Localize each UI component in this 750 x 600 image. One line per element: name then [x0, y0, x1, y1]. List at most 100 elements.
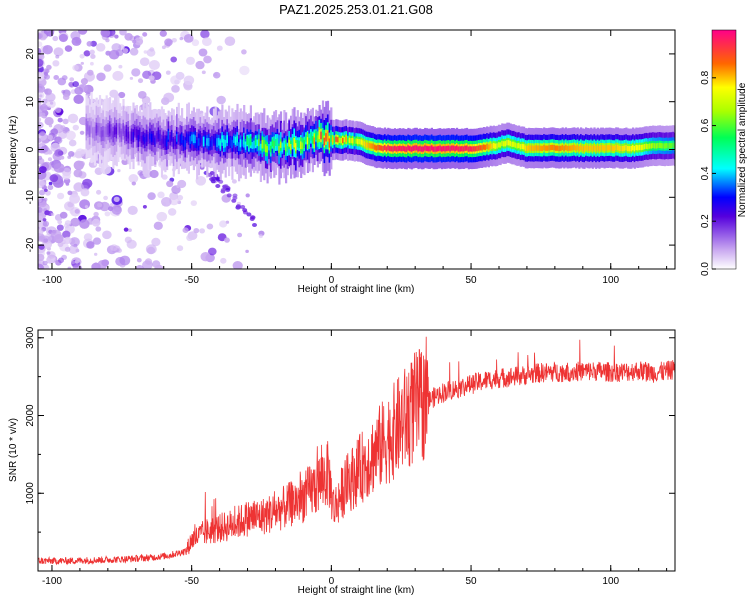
ridge-cell — [456, 145, 459, 151]
ridge-cell — [209, 140, 212, 147]
ridge-cell — [321, 132, 325, 140]
ridge-cell — [318, 129, 321, 139]
noise-blob — [118, 64, 123, 69]
ridge-cell — [518, 142, 521, 149]
ridge-cell — [110, 128, 113, 136]
ridge-cell — [496, 143, 499, 149]
streak-blob — [252, 223, 257, 227]
noise-blob — [224, 237, 230, 243]
ridge-cell — [390, 146, 393, 152]
streak-blob — [242, 208, 248, 213]
noise-blob — [176, 184, 180, 188]
noise-blob — [67, 266, 72, 269]
ridge-cell — [404, 146, 407, 152]
ridge-cell — [658, 142, 661, 148]
ridge-cell — [620, 145, 623, 152]
ridge-cell — [202, 137, 205, 147]
ridge-cell — [578, 146, 581, 152]
noise-blob — [68, 139, 77, 147]
ridge-cell — [662, 143, 665, 149]
noise-blob — [102, 230, 112, 240]
ridge-cell — [434, 146, 437, 152]
ridge-cell — [611, 145, 615, 151]
ridge-cell — [145, 134, 148, 142]
ridge-cell — [281, 143, 284, 153]
noise-blob — [90, 54, 96, 59]
ridge-cell — [303, 139, 306, 148]
ridge-cell — [229, 137, 232, 147]
noise-blob — [57, 192, 65, 200]
ridge-cell — [189, 136, 192, 144]
ridge-cell — [352, 138, 355, 144]
noise-blob — [206, 223, 214, 230]
ridge-cell — [249, 136, 252, 146]
ridge-cell — [105, 126, 108, 135]
ridge-cell — [566, 145, 569, 152]
x-tick-label: 100 — [602, 275, 619, 286]
colorbar-tick-label: 0.8 — [700, 70, 711, 84]
ridge-cell — [516, 143, 519, 149]
noise-blob — [156, 211, 168, 222]
ridge-cell — [199, 134, 202, 143]
streak-blob — [250, 215, 256, 220]
noise-blob — [52, 60, 60, 67]
noise-blob — [53, 75, 59, 80]
ridge-cell — [372, 143, 375, 149]
ridge-cell — [360, 139, 363, 145]
ridge-cell — [387, 145, 390, 151]
noise-blob — [57, 117, 63, 123]
ridge-cell — [132, 132, 135, 140]
ridge-cell — [95, 125, 98, 134]
noise-blob — [38, 266, 41, 269]
noise-blob — [38, 155, 43, 161]
noise-blob — [39, 94, 43, 98]
ridge-cell — [186, 133, 189, 141]
ridge-cell — [228, 136, 231, 146]
ridge-cell — [268, 144, 271, 151]
ridge-cell — [642, 144, 645, 150]
y-tick-label: 1000 — [25, 482, 36, 505]
ridge-cell — [630, 146, 633, 152]
ridge-cell — [219, 140, 222, 150]
ridge-cell — [325, 133, 328, 142]
y-tick-label: 3000 — [25, 326, 36, 349]
ridge-cell — [533, 145, 536, 151]
ridge-cell — [117, 124, 120, 134]
ridge-cell — [248, 138, 251, 148]
ridge-cell — [507, 140, 511, 146]
ridge-cell — [112, 131, 115, 138]
noise-blob — [190, 200, 197, 207]
x-tick-label: 100 — [602, 576, 619, 587]
ridge-cell — [295, 143, 298, 151]
ridge-cell — [457, 146, 460, 152]
ridge-cell — [570, 145, 573, 151]
ridge-cell — [598, 146, 601, 152]
ridge-cell — [370, 143, 373, 149]
ridge-cell — [499, 142, 502, 148]
y-tick-label: 20 — [25, 48, 36, 60]
noise-blob — [38, 41, 43, 47]
ridge-cell — [429, 146, 432, 152]
noise-blob — [53, 234, 64, 244]
ridge-cell — [399, 145, 402, 151]
ridge-cell — [621, 146, 625, 152]
ridge-cell — [628, 146, 631, 152]
ridge-cell — [298, 140, 301, 149]
noise-blob — [258, 234, 263, 239]
noise-blob — [97, 202, 103, 208]
noise-blob — [84, 205, 89, 209]
ridge-cell — [591, 146, 594, 152]
noise-blob — [161, 97, 170, 105]
ridge-cell — [378, 145, 382, 151]
ridge-cell — [643, 144, 646, 150]
noise-blob — [83, 233, 93, 242]
ridge-cell — [447, 145, 450, 151]
noise-blob — [45, 68, 50, 74]
noise-blob — [86, 41, 93, 47]
noise-blob — [139, 57, 150, 66]
ridge-cell — [120, 131, 123, 140]
noise-blob — [47, 184, 54, 191]
y-tick-label: -10 — [25, 190, 36, 205]
ridge-cell — [130, 131, 133, 141]
noise-blob — [134, 37, 144, 46]
